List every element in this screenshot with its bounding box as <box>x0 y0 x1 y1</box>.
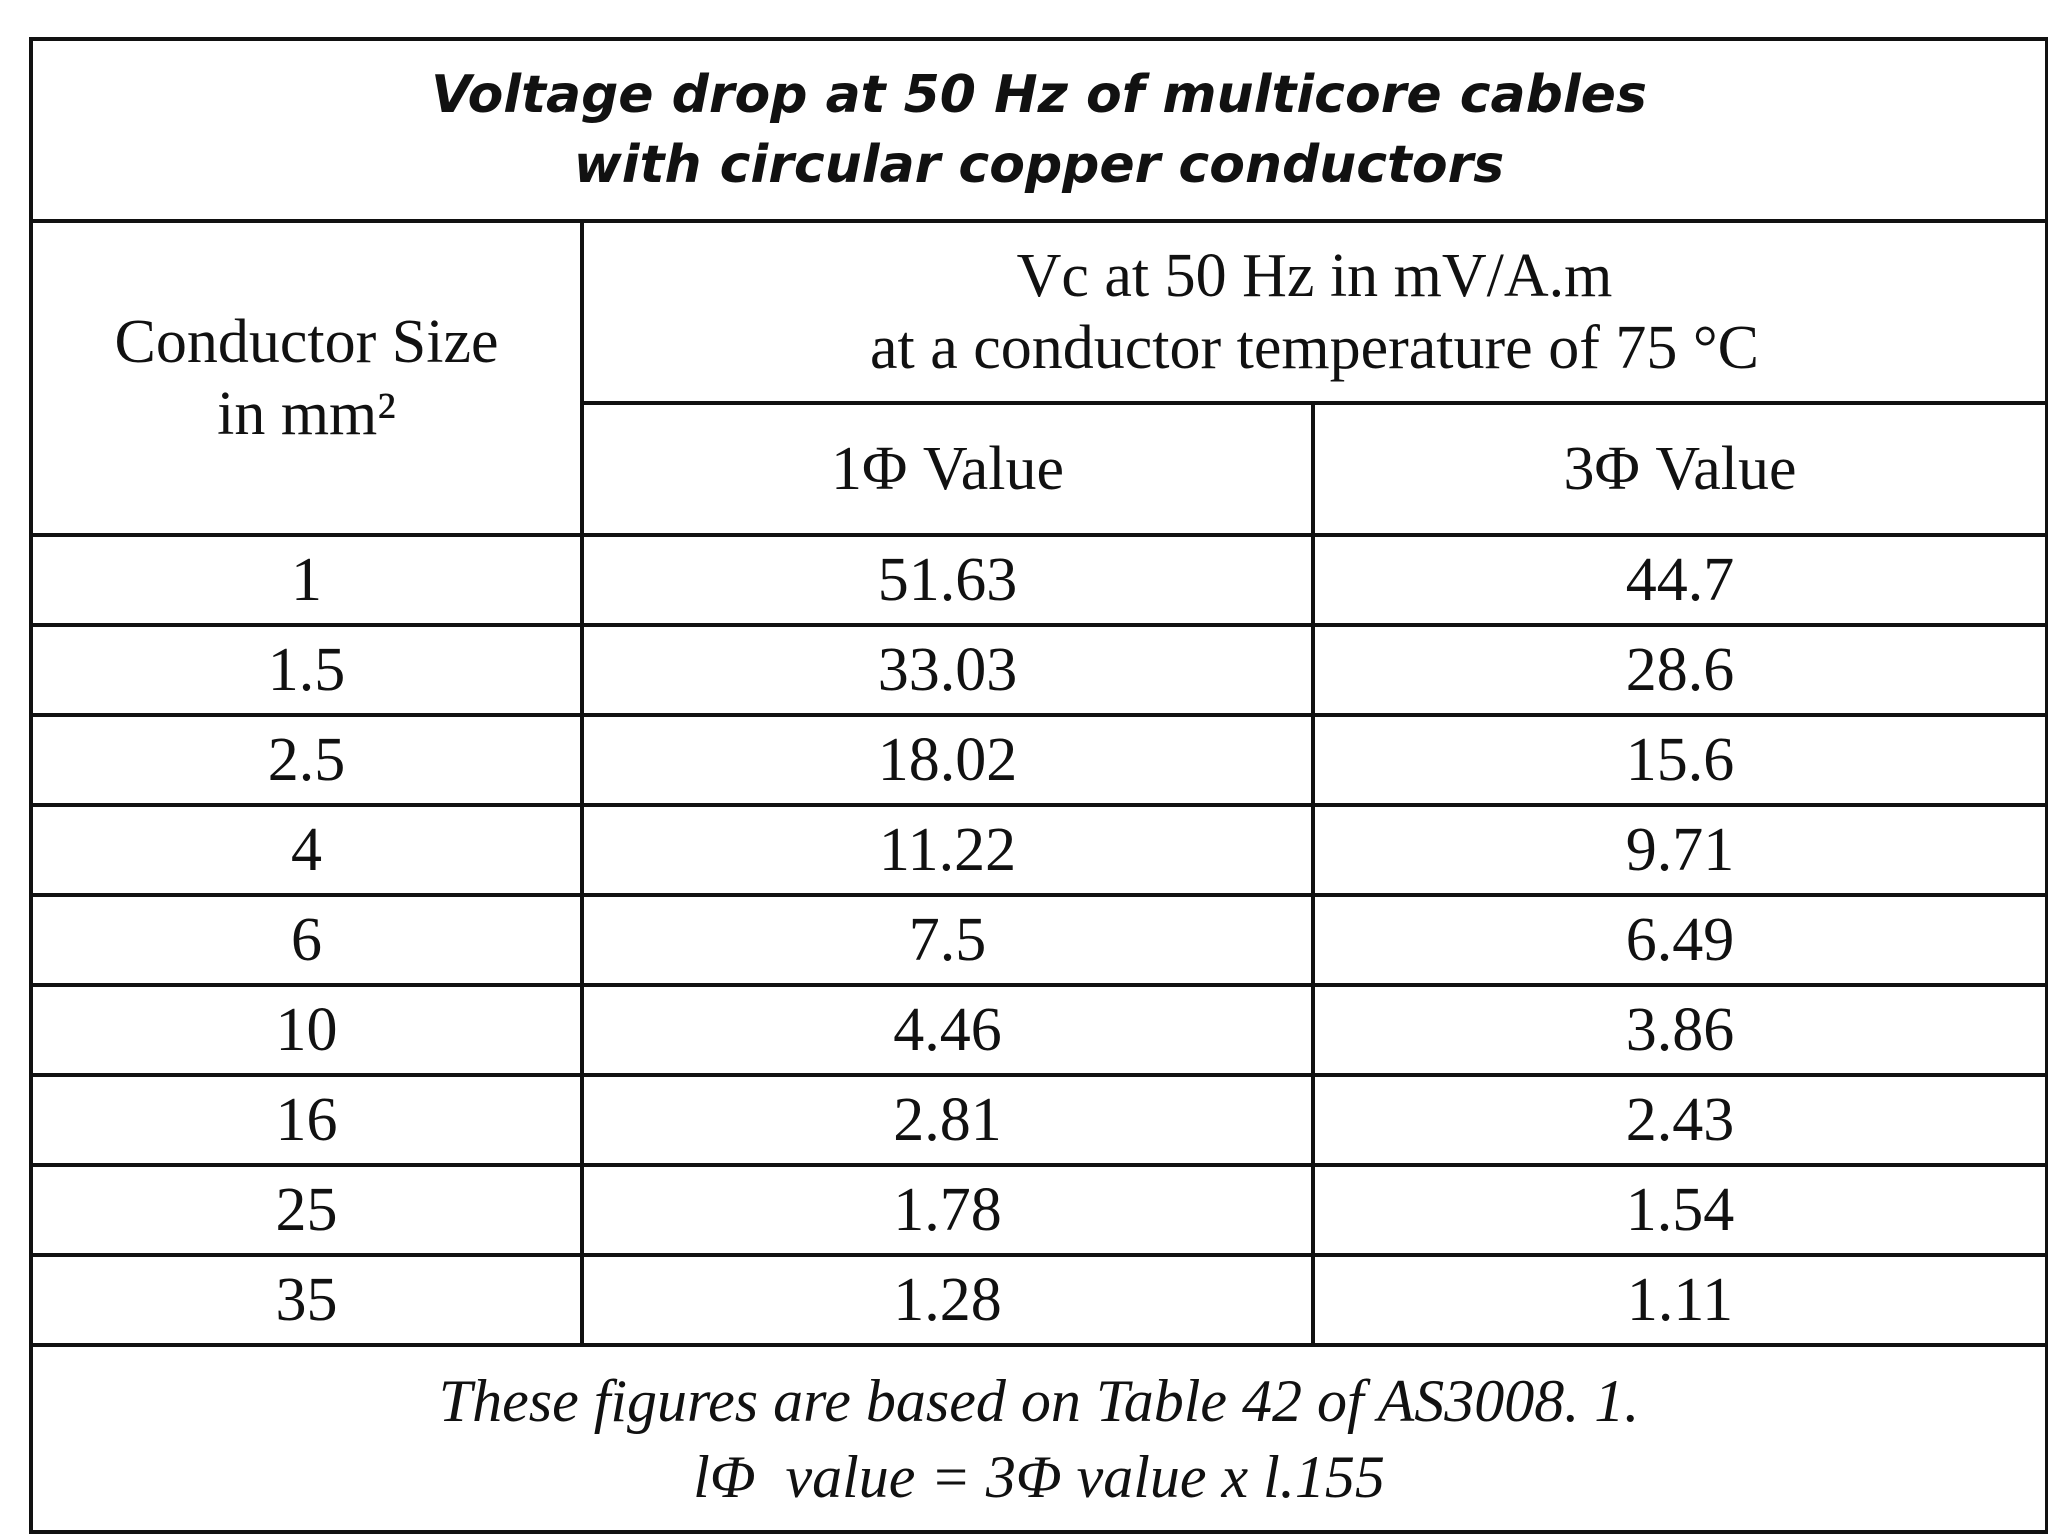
footer-note: These figures are based on Table 42 of A… <box>29 1343 2048 1534</box>
data-cell: 11.22 <box>580 803 1315 897</box>
data-cell: 44.7 <box>1311 533 2048 627</box>
text-line: Conductor Size <box>114 308 499 376</box>
header-row: 1Φ Value 3Φ Value <box>31 401 2048 537</box>
title-cell: Voltage drop at 50 Hz of multicore cable… <box>29 37 2048 223</box>
data-cell: 15.6 <box>1311 713 2048 807</box>
data-row: 4 11.22 9.71 <box>29 803 2048 897</box>
column-header: 1Φ Value <box>580 401 1315 537</box>
text-line: with circular copper conductors <box>573 135 1505 195</box>
data-cell: 2.43 <box>1311 1073 2048 1167</box>
data-row: 35 1.28 1.11 <box>29 1253 2048 1347</box>
data-row: 1.5 33.03 28.6 <box>29 623 2048 717</box>
data-cell: 1.54 <box>1311 1163 2048 1257</box>
data-cell: 9.71 <box>1311 803 2048 897</box>
data-cell: 7.5 <box>580 893 1315 987</box>
data-cell: 1 <box>29 533 584 627</box>
data-cell: 35 <box>29 1253 584 1347</box>
data-cell: 3.86 <box>1311 983 2048 1077</box>
column-header: 3Φ Value <box>1311 401 2048 537</box>
data-cell: 2.81 <box>580 1073 1315 1167</box>
text-line: at a conductor temperature of 75 °C <box>869 314 1759 382</box>
data-row: 1 51.63 44.7 <box>29 533 2048 627</box>
size-header: Conductor Size in mm² <box>29 219 584 537</box>
data-cell: 6 <box>29 893 584 987</box>
table-body: Voltage drop at 50 Hz of multicore cable… <box>29 37 2048 1534</box>
text-line: These figures are based on Table 42 of A… <box>438 1367 1640 1434</box>
data-row: 6 7.5 6.49 <box>29 893 2048 987</box>
group-header: Vc at 50 Hz in mV/A.m at a conductor temp… <box>580 219 2048 405</box>
data-row: 2.5 18.02 15.6 <box>29 713 2048 807</box>
footer-row: These figures are based on Table 42 of A… <box>29 1343 2048 1534</box>
data-cell: 18.02 <box>580 713 1315 807</box>
text-line: in mm² <box>217 380 396 448</box>
title-row: Voltage drop at 50 Hz of multicore cable… <box>29 37 2048 223</box>
text-line: Vc at 50 Hz in mV/A.m <box>1016 242 1613 310</box>
data-row: 10 4.46 3.86 <box>29 983 2048 1077</box>
data-cell: 10 <box>29 983 584 1077</box>
data-cell: 16 <box>29 1073 584 1167</box>
data-cell: 2.5 <box>29 713 584 807</box>
data-cell: 1.5 <box>29 623 584 717</box>
data-cell: 4.46 <box>580 983 1315 1077</box>
data-cell: 33.03 <box>580 623 1315 717</box>
data-row: 25 1.78 1.54 <box>29 1163 2048 1257</box>
data-cell: 28.6 <box>1311 623 2048 717</box>
data-cell: 51.63 <box>580 533 1315 627</box>
data-cell: 1.78 <box>580 1163 1315 1257</box>
voltage-drop-table: Voltage drop at 50 Hz of multicore cable… <box>29 37 2048 1534</box>
data-cell: 1.28 <box>580 1253 1315 1347</box>
data-cell: 25 <box>29 1163 584 1257</box>
text-line: Voltage drop at 50 Hz of multicore cable… <box>431 65 1647 125</box>
data-cell: 4 <box>29 803 584 897</box>
data-row: 16 2.81 2.43 <box>29 1073 2048 1167</box>
text-line: lΦ value = 3Φ value x l.155 <box>693 1443 1385 1510</box>
data-cell: 6.49 <box>1311 893 2048 987</box>
header-row: Conductor Size in mm² Vc at 50 Hz in mV/A.… <box>29 219 2048 537</box>
data-cell: 1.11 <box>1311 1253 2048 1347</box>
